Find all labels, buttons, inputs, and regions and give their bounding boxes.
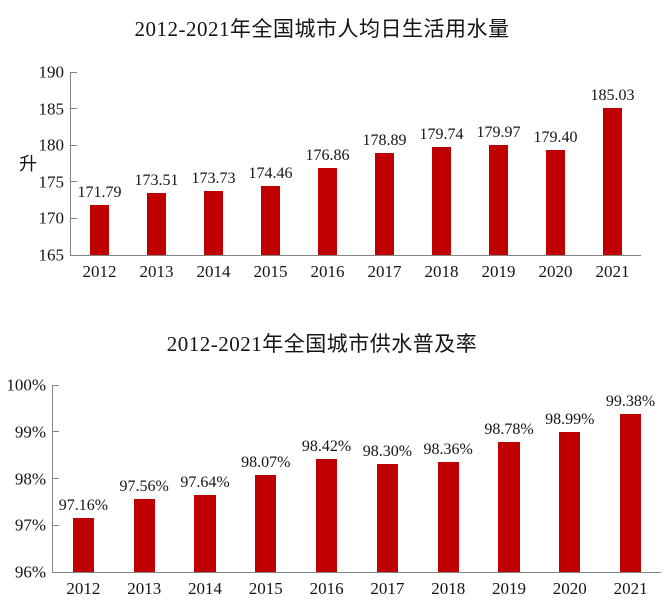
y-tick-mark — [71, 71, 77, 73]
y-tick-label: 96% — [14, 562, 46, 582]
x-tick-label: 2020 — [552, 579, 587, 598]
bar-value-label: 98.36% — [423, 440, 473, 458]
x-tick-label: 2017 — [370, 579, 405, 598]
y-tick-mark — [71, 181, 77, 183]
bar-value-label: 176.86 — [305, 147, 350, 165]
chart2-title: 2012-2021年全国城市供水普及率 — [166, 332, 478, 356]
bar — [602, 108, 623, 255]
bar-value-label: 97.16% — [58, 496, 109, 514]
y-tick-mark — [53, 571, 59, 573]
x-tick-label: 2014 — [188, 579, 222, 598]
x-tick-label: 2021 — [595, 262, 630, 281]
bar — [545, 149, 566, 255]
bar — [374, 153, 395, 255]
bar — [133, 499, 155, 572]
bar — [194, 495, 216, 572]
y-tick-label: 165 — [38, 245, 65, 265]
bar — [203, 191, 224, 255]
x-tick-label: 2016 — [310, 262, 345, 281]
bar-value-label: 98.42% — [301, 437, 352, 455]
y-tick-mark — [71, 108, 77, 110]
bar — [376, 464, 399, 572]
bar-value-label: 99.38% — [605, 393, 656, 410]
x-tick-label: 2019 — [492, 579, 526, 598]
y-tick-mark — [53, 431, 59, 433]
bar-value-label: 173.51 — [134, 171, 179, 189]
bar-value-label: 98.30% — [362, 443, 413, 461]
x-tick-label: 2012 — [66, 579, 101, 598]
y-tick-label: 99% — [14, 422, 46, 442]
y-tick-mark — [53, 384, 59, 386]
y-tick-label: 97% — [14, 515, 46, 535]
chart1-plot-area: 165 170 175 180 185 190 升 171.79 2012 173.51 2013 1… — [19, 64, 641, 280]
chart1-title: 2012-2021年全国城市人均日生活用水量 — [134, 17, 510, 41]
x-tick-label: 2021 — [613, 579, 648, 598]
bar — [559, 432, 581, 572]
x-tick-label: 2020 — [538, 262, 573, 281]
bar — [72, 517, 95, 572]
bar-value-label: 98.78% — [484, 421, 534, 439]
y-tick-mark — [71, 144, 77, 146]
y-axis-label: 升 — [19, 153, 37, 174]
x-tick-label: 2013 — [127, 579, 162, 598]
bar — [431, 147, 452, 255]
bar-value-label: 171.79 — [77, 184, 122, 202]
y-tick-label: 180 — [38, 135, 65, 155]
y-tick-label: 175 — [38, 172, 65, 192]
bar-value-label: 98.07% — [241, 454, 291, 472]
x-tick-label: 2018 — [431, 579, 466, 598]
bar-value-label: 185.03 — [590, 87, 635, 105]
x-tick-label: 2012 — [82, 262, 117, 281]
x-tick-label: 2014 — [196, 262, 231, 281]
bar-value-label: 179.40 — [533, 128, 578, 146]
y-tick-label: 170 — [38, 208, 65, 228]
x-tick-label: 2013 — [139, 262, 174, 281]
y-tick-label: 185 — [38, 99, 65, 119]
bar — [619, 414, 642, 572]
bar-value-label: 174.46 — [248, 164, 293, 182]
bar — [488, 145, 509, 255]
bar-value-label: 178.89 — [362, 132, 407, 150]
bar-value-label: 98.99% — [545, 411, 595, 429]
x-tick-label: 2015 — [248, 579, 283, 598]
y-tick-label: 100% — [6, 375, 46, 395]
y-tick-label: 98% — [14, 469, 46, 488]
x-tick-label: 2018 — [424, 262, 459, 281]
bar-value-label: 179.74 — [419, 126, 464, 144]
bar — [89, 205, 110, 255]
bar-value-label: 179.97 — [476, 124, 521, 142]
y-tick-label: 190 — [38, 62, 65, 82]
bar — [498, 442, 520, 572]
chart2-plot-area: 96% 97% 98% 99% 100% 97.16% 2012 97.56% 2013 97.6… — [6, 377, 661, 597]
y-tick-mark — [71, 254, 77, 256]
y-tick-mark — [71, 217, 77, 219]
y-tick-mark — [53, 524, 59, 526]
bar — [437, 461, 459, 572]
bar — [146, 192, 167, 255]
bar — [315, 458, 338, 572]
x-tick-label: 2019 — [481, 262, 516, 281]
bar — [317, 168, 338, 255]
bar — [260, 185, 281, 255]
bar-value-label: 97.56% — [119, 478, 169, 496]
x-tick-label: 2017 — [367, 262, 402, 281]
bar-value-label: 97.64% — [180, 474, 230, 492]
bar — [255, 475, 277, 572]
y-tick-mark — [53, 478, 59, 479]
x-tick-label: 2015 — [253, 262, 288, 281]
bar-value-label: 173.73 — [191, 170, 236, 188]
x-tick-label: 2016 — [309, 579, 344, 598]
